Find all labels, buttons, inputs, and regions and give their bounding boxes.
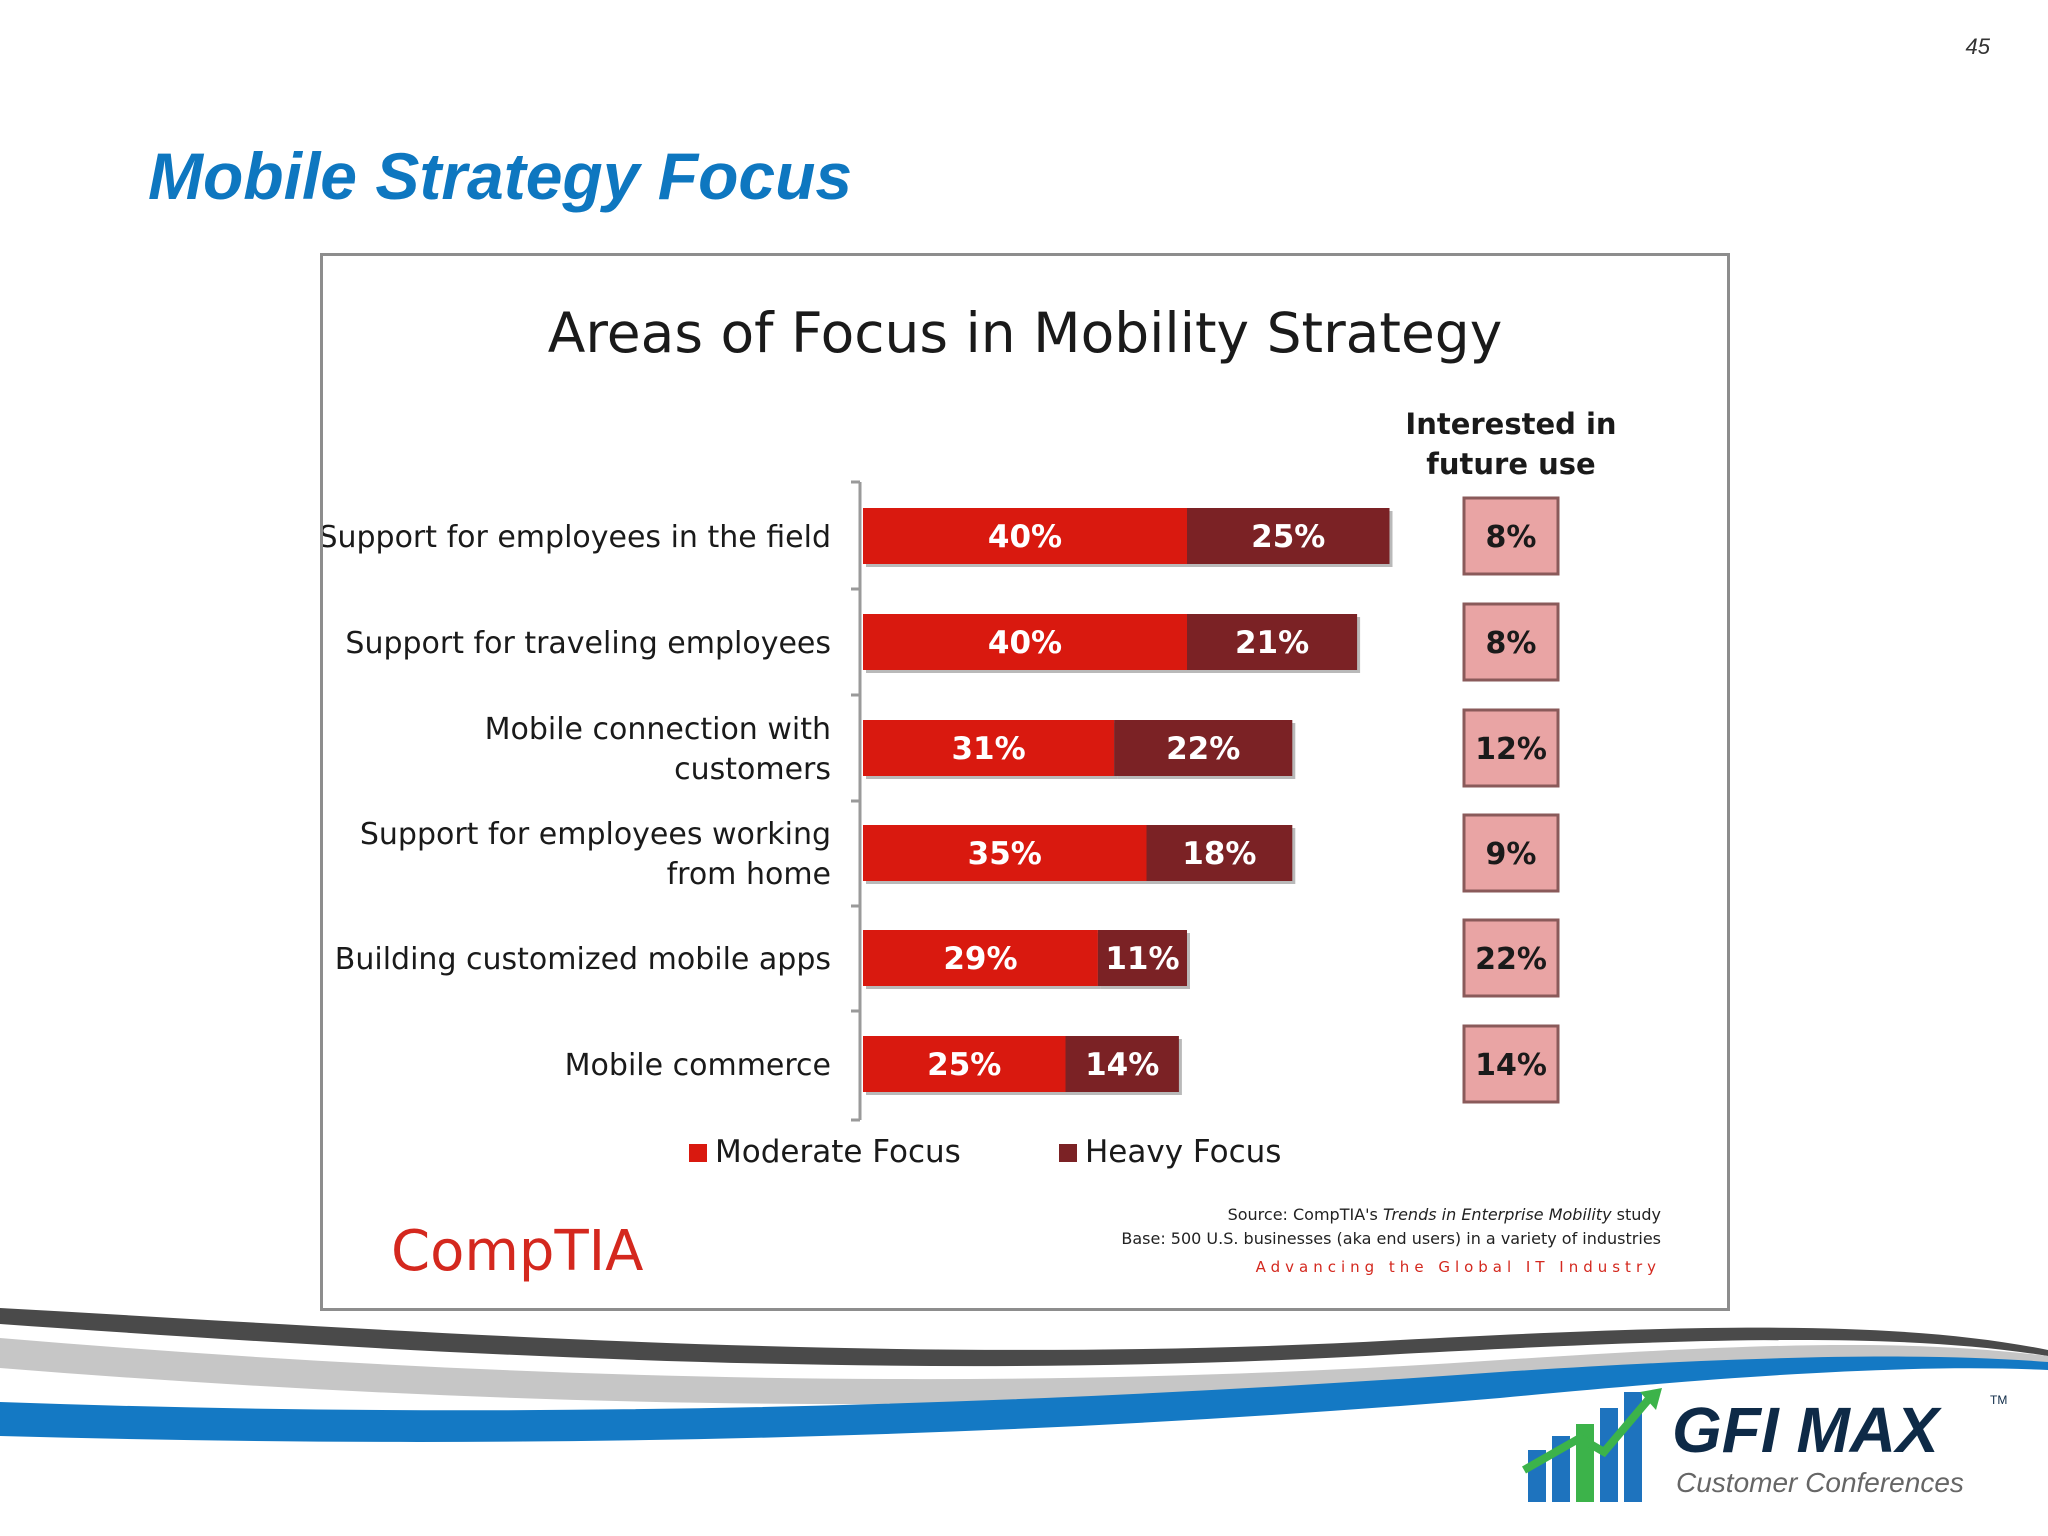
source-line-1: Source: CompTIA's Trends in Enterprise M… [1228,1205,1661,1224]
bar-label-moderate: 31% [951,731,1025,767]
bar-label-moderate: 25% [927,1047,1001,1083]
bar-heavy [1114,720,1293,776]
source-block: Source: CompTIA's Trends in Enterprise M… [1121,1205,1661,1276]
slide-title: Mobile Strategy Focus [148,139,853,213]
bar-heavy [1146,825,1293,881]
bar-label-heavy: 11% [1105,941,1179,977]
future-use-label: 22% [1475,942,1547,977]
future-use-header: Interested in [1405,407,1616,441]
bar-moderate [863,825,1147,881]
swoosh-gray-dark [0,1308,2048,1367]
logo-tm: TM [1990,1393,2007,1407]
bar-label-heavy: 21% [1235,625,1309,661]
bar-label-moderate: 35% [968,836,1042,872]
legend-label: Moderate Focus [715,1134,961,1170]
category-label: Support for employees in the field [323,520,831,555]
future-use-box [1462,496,1560,576]
bar-label-heavy: 14% [1085,1047,1159,1083]
category-label: Building customized mobile apps [335,942,831,977]
chart-frame: Areas of Focus in Mobility Strategy Supp… [320,253,1730,1311]
comptia-logo: CompTIA [391,1219,644,1284]
bar-moderate [863,1036,1066,1092]
bar-label-moderate: 29% [943,941,1017,977]
legend-swatch [1059,1144,1077,1162]
future-use-box [1462,708,1560,788]
legend-swatch [689,1144,707,1162]
future-use-label: 14% [1475,1048,1547,1083]
logo-brand-text: GFI MAX [1672,1394,1942,1466]
gfi-max-logo: GFI MAX TM Customer Conferences [1520,1378,2010,1508]
chart-title: Areas of Focus in Mobility Strategy [548,301,1503,365]
future-use-label: 12% [1475,732,1547,767]
page-number: 45 [1965,34,1990,59]
bar-heavy [1187,614,1358,670]
source-tagline: Advancing the Global IT Industry [1256,1258,1661,1276]
swoosh-blue [0,1356,2048,1442]
future-use-box [1462,918,1560,998]
category-label: Support for employees working [360,817,831,852]
bar-moderate [863,508,1187,564]
future-use-box [1462,1024,1560,1104]
source-line-2: Base: 500 U.S. businesses (aka end users… [1121,1229,1661,1248]
bar-label-heavy: 18% [1182,836,1256,872]
chart-svg: Areas of Focus in Mobility Strategy Supp… [323,301,1661,1284]
future-use-label: 8% [1486,520,1537,555]
category-label: Support for traveling employees [345,626,831,661]
bar-label-heavy: 25% [1251,519,1325,555]
bar-moderate [863,614,1187,670]
chart-layer: Support for employees in the field Suppor… [323,407,1617,1170]
bar-label-heavy: 22% [1166,731,1240,767]
bar-moderate [863,930,1098,986]
future-use-label: 8% [1486,626,1537,661]
bar-label-moderate: 40% [988,625,1062,661]
future-use-header: future use [1426,447,1595,481]
logo-bars-icon [1522,1388,1662,1502]
future-use-box [1462,602,1560,682]
swoosh-gray-light [0,1338,2048,1405]
bar-heavy [1187,508,1390,564]
bar-label-moderate: 40% [988,519,1062,555]
category-label: from home [667,857,831,892]
bar-heavy [1097,930,1187,986]
footer-swoosh [0,1290,2048,1460]
future-use-box [1462,813,1560,893]
category-label: customers [674,752,831,787]
bar-heavy [1065,1036,1179,1092]
legend-label: Heavy Focus [1085,1134,1281,1170]
logo-subtitle: Customer Conferences [1676,1467,1964,1498]
category-label: Mobile connection with [485,712,831,747]
bar-moderate [863,720,1115,776]
future-use-label: 9% [1486,837,1537,872]
category-label: Mobile commerce [565,1048,831,1083]
